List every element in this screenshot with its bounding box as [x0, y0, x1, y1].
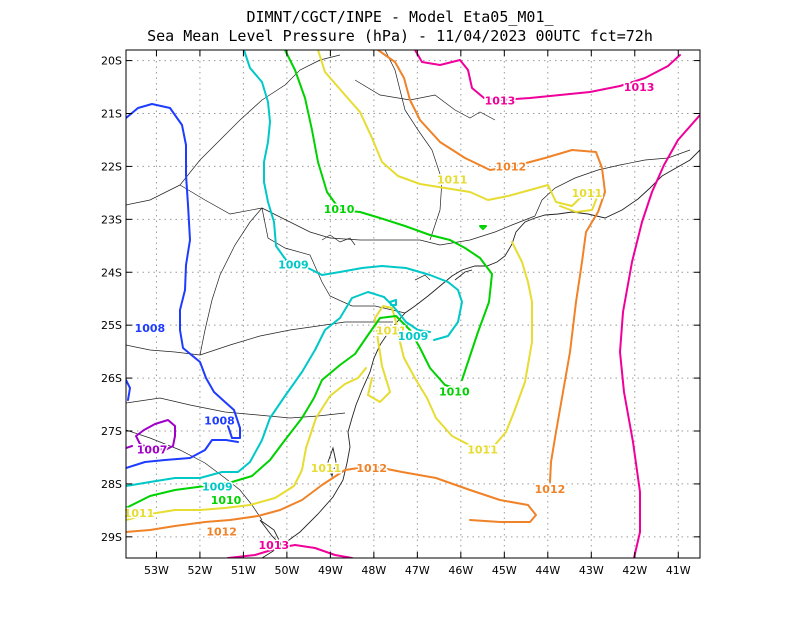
contour-label-1013: 1013 [259, 539, 290, 552]
state-border-12 [126, 344, 201, 356]
isobar-1008-edge [126, 379, 131, 401]
contour-label-1008: 1008 [204, 414, 235, 427]
island-coast [327, 446, 337, 478]
x-tick-label: 49W [318, 564, 343, 577]
x-tick-label: 48W [361, 564, 386, 577]
contour-label-1011: 1011 [124, 507, 155, 520]
contour-label-1009: 1009 [278, 258, 309, 271]
x-tick-label: 50W [274, 564, 299, 577]
isobar-1013-south [227, 544, 353, 558]
x-tick-label: 53W [144, 564, 169, 577]
lagoon-coast [259, 519, 283, 547]
state-border-5 [261, 207, 441, 246]
state-border-11 [126, 184, 181, 206]
coastline [261, 149, 700, 558]
map-area [126, 50, 700, 558]
state-border-8 [439, 215, 536, 246]
isobar-1010 [284, 50, 493, 381]
contour-label-1012: 1012 [356, 462, 387, 475]
x-tick-label: 46W [448, 564, 473, 577]
contour-label-1010: 1010 [211, 494, 242, 507]
state-border-1 [126, 429, 263, 521]
x-tick-label: 44W [535, 564, 560, 577]
isobar-1013 [414, 50, 681, 101]
isobar-1013-east [619, 114, 700, 558]
contour-label-1010: 1010 [324, 203, 355, 216]
state-border-9 [534, 149, 691, 217]
state-border-3 [199, 321, 393, 356]
contour-label-1012: 1012 [535, 483, 566, 496]
contour-label-1012: 1012 [496, 160, 527, 173]
isobar-1012 [377, 50, 606, 483]
isobar-1009 [243, 50, 463, 341]
contour-label-1011: 1011 [376, 324, 407, 337]
contour-label-1009: 1009 [202, 481, 233, 494]
contour-label-1008: 1008 [135, 322, 166, 335]
map-title-line1: DIMNT/CGCT/INPE - Model Eta05_M01_ [246, 8, 554, 26]
x-tick-label: 45W [492, 564, 517, 577]
contour-label-1011: 1011 [437, 174, 468, 187]
isobar-1008 [126, 103, 241, 439]
reservoir-2 [414, 274, 431, 281]
y-tick-label: 25S [101, 319, 122, 332]
y-tick-label: 26S [101, 372, 122, 385]
contour-labels: 1013101310121011101110101009101110091008… [122, 80, 656, 554]
state-border-2 [126, 397, 346, 419]
y-tick-label: 24S [101, 266, 122, 279]
isobar-1007-edge [126, 445, 133, 449]
map-title-line2: Sea Mean Level Pressure (hPa) - 11/04/20… [147, 27, 653, 45]
reservoir-1 [321, 234, 356, 246]
isobar-1007 [135, 419, 176, 451]
bay-coast [454, 269, 473, 281]
y-tick-label: 28S [101, 478, 122, 491]
contour-label-1009: 1009 [398, 330, 429, 343]
isobar-1011 [317, 50, 601, 213]
plot-frame [125, 49, 701, 559]
y-tick-label: 27S [101, 425, 122, 438]
contour-label-1013: 1013 [624, 81, 655, 94]
isobar-1011-south [126, 367, 367, 521]
isobar-1011-gulf [367, 241, 533, 449]
contour-label-1011: 1011 [572, 187, 603, 200]
contour-label-1007: 1007 [137, 444, 168, 457]
y-tick-label: 21S [101, 108, 122, 121]
isobar-1009-south [126, 291, 431, 487]
isobar-1010-south [126, 315, 461, 509]
isobar-1008-south [126, 439, 239, 469]
state-border-7 [384, 50, 443, 241]
isobar-1010-blob [479, 225, 487, 230]
x-tick-label: 51W [231, 564, 256, 577]
contour-label-1011: 1011 [311, 462, 342, 475]
x-tick-label: 43W [579, 564, 604, 577]
state-border-10 [179, 54, 341, 186]
contour-label-1010: 1010 [439, 385, 470, 398]
isobar-1012-south [126, 465, 537, 533]
contour-label-1011: 1011 [467, 444, 498, 457]
contour-label-1013: 1013 [485, 94, 516, 107]
x-tick-label: 52W [187, 564, 212, 577]
contour-label-1012: 1012 [206, 526, 237, 539]
y-tick-label: 23S [101, 213, 122, 226]
y-tick-label: 29S [101, 531, 122, 544]
x-tick-label: 41W [666, 564, 691, 577]
axis-ticks: 53W 52W 51W 50W 49W 48W 47W 46W 45W 44W 43W 42W 41W 2… [101, 50, 700, 577]
state-border-4 [199, 207, 263, 356]
x-tick-label: 47W [405, 564, 430, 577]
isobar-1009-blob [389, 299, 397, 306]
state-border-13 [354, 79, 496, 121]
y-tick-label: 20S [101, 55, 122, 68]
state-border-6 [179, 184, 406, 314]
y-tick-label: 22S [101, 160, 122, 173]
x-tick-label: 42W [622, 564, 647, 577]
